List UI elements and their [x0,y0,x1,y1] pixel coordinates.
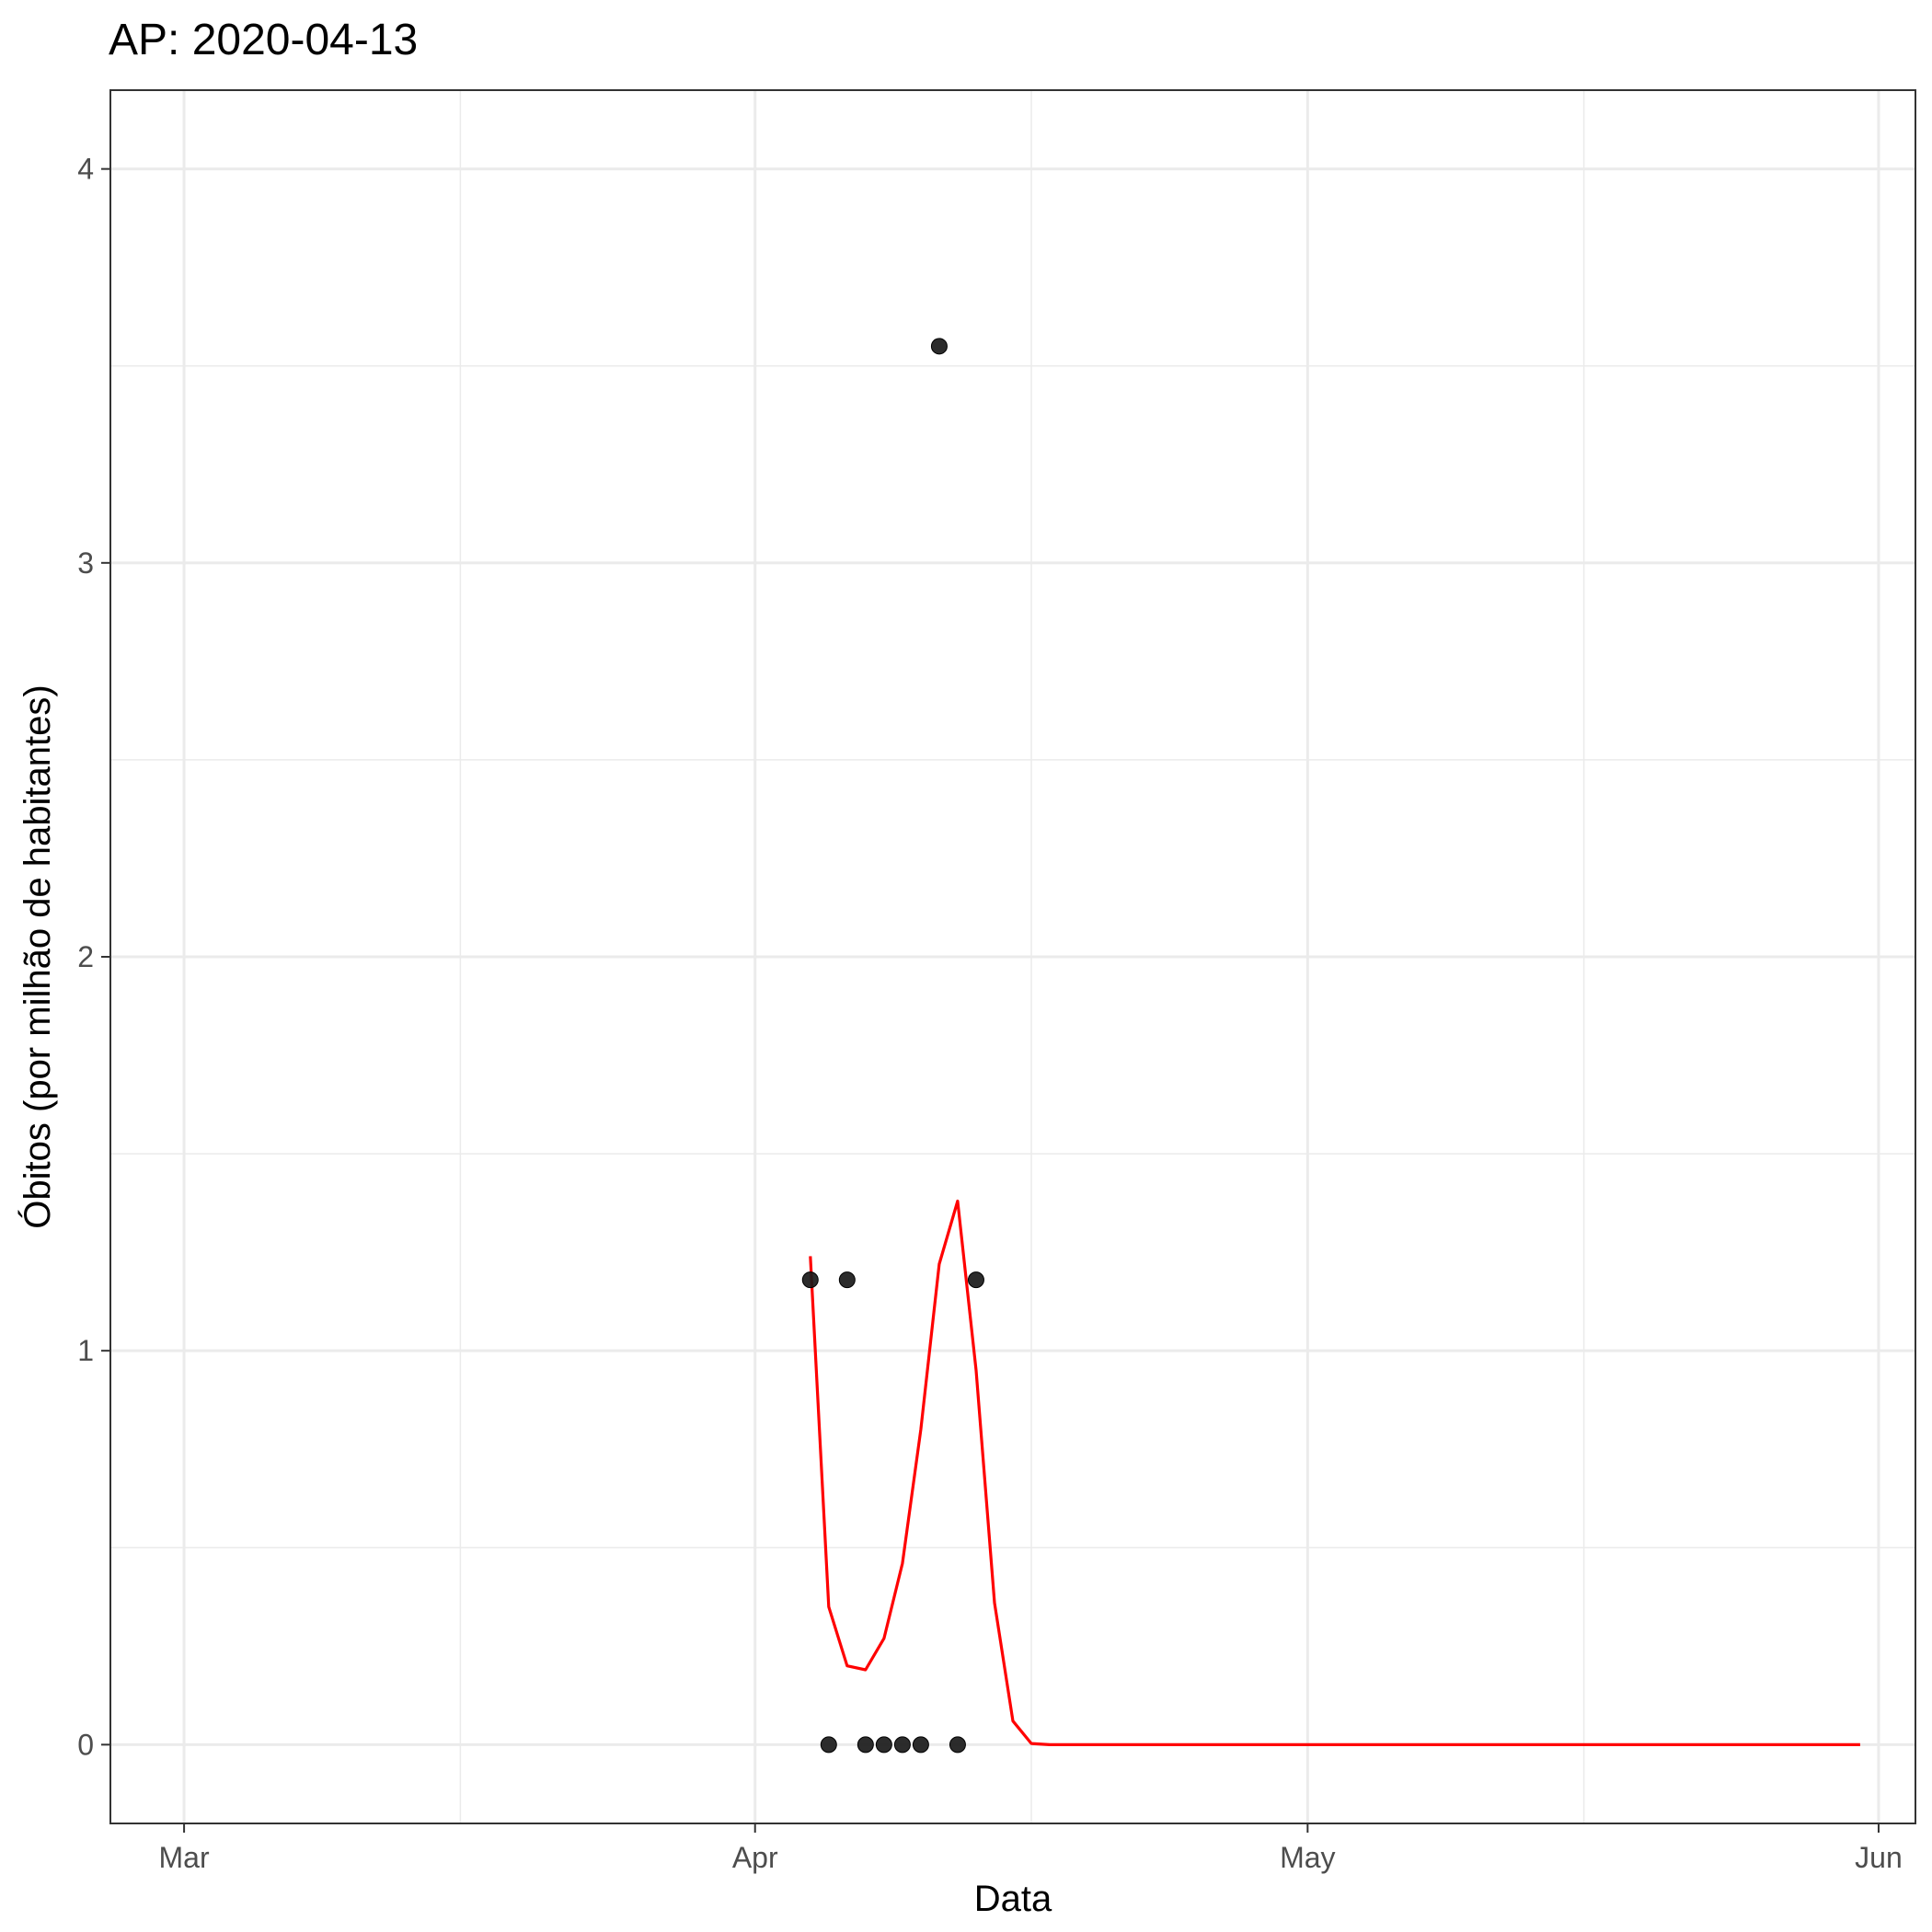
data-point [912,1736,929,1754]
x-axis: Mar Apr May Jun [159,1823,1903,1874]
y-tick-label: 1 [77,1334,94,1367]
data-point [949,1736,966,1754]
series-line-layer [809,1199,1860,1746]
data-point [967,1271,984,1289]
data-point [801,1271,819,1289]
series-points-layer [801,338,984,1754]
y-axis-title: Óbitos (por milhão de habitantes) [17,684,58,1228]
x-axis-title: Data [974,1879,1052,1919]
y-tick-label: 4 [77,153,94,186]
y-axis: 0 1 2 3 4 [77,153,110,1761]
data-point [893,1736,911,1754]
x-tick-label: Jun [1855,1841,1903,1874]
data-point [857,1736,874,1754]
series-line [809,1199,1860,1746]
x-tick-label: Apr [732,1841,778,1874]
data-point [930,338,948,355]
data-point [820,1736,837,1754]
x-tick-label: May [1280,1841,1335,1874]
y-tick-label: 3 [77,546,94,580]
y-tick-label: 2 [77,940,94,973]
data-point [838,1271,856,1289]
data-point [875,1736,892,1754]
chart-title: AP: 2020-04-13 [109,16,418,64]
y-tick-label: 0 [77,1728,94,1761]
x-tick-label: Mar [159,1841,210,1874]
